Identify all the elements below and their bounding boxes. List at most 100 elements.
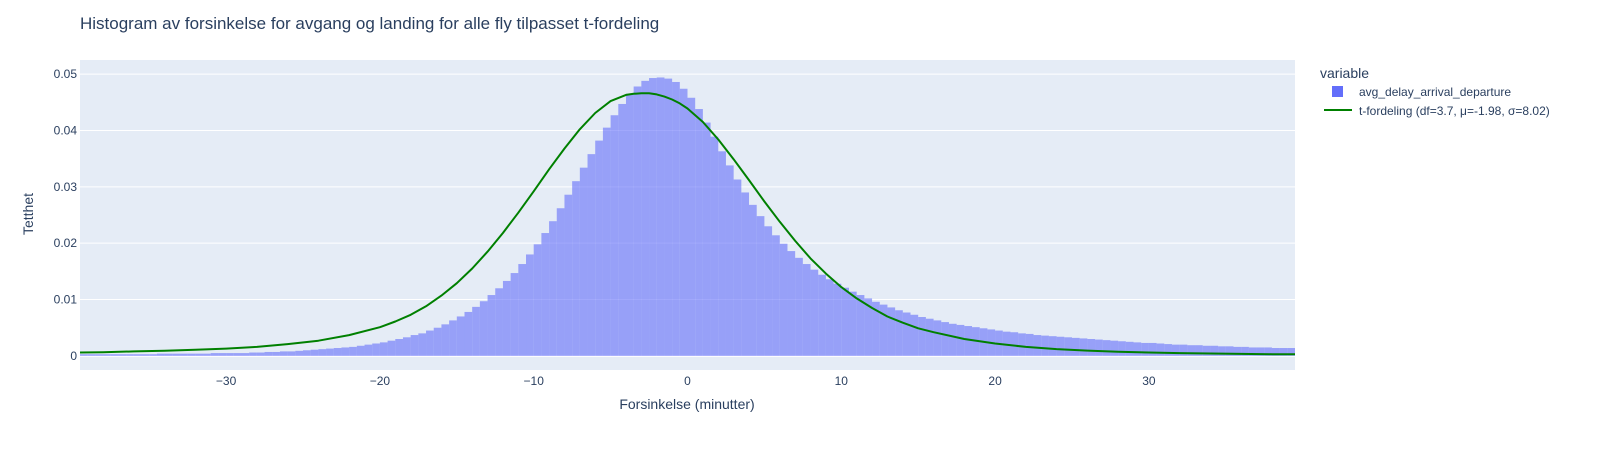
histogram-bar bbox=[256, 352, 265, 356]
histogram-bar bbox=[1210, 345, 1219, 356]
histogram-bar bbox=[1133, 342, 1142, 356]
histogram-bar bbox=[1233, 346, 1242, 356]
histogram-bar bbox=[326, 348, 334, 356]
histogram-bars bbox=[80, 77, 1295, 356]
histogram-bar bbox=[933, 320, 942, 356]
histogram-bar bbox=[87, 354, 96, 356]
histogram-bar bbox=[80, 354, 88, 356]
histogram-bar bbox=[1218, 346, 1226, 356]
histogram-bar bbox=[925, 318, 934, 356]
histogram-bar bbox=[1102, 340, 1111, 356]
histogram-bar bbox=[418, 333, 427, 356]
histogram-bar bbox=[602, 127, 611, 356]
histogram-bar bbox=[756, 216, 765, 356]
histogram-bar bbox=[679, 88, 688, 356]
histogram-bar bbox=[179, 353, 188, 356]
histogram-bar bbox=[356, 345, 365, 356]
histogram-bar bbox=[879, 304, 888, 356]
histogram-bar bbox=[1287, 348, 1295, 356]
histogram-bar bbox=[395, 339, 403, 356]
histogram-bar bbox=[702, 122, 711, 356]
histogram-bar bbox=[203, 353, 211, 356]
y-tick-label: 0.03 bbox=[54, 180, 78, 194]
histogram-bar bbox=[502, 280, 511, 356]
histogram-bar bbox=[1125, 341, 1134, 356]
histogram-bar bbox=[549, 221, 557, 356]
histogram-bar bbox=[472, 306, 480, 356]
histogram-bar bbox=[1064, 337, 1072, 356]
histogram-bar bbox=[1141, 342, 1149, 356]
histogram-bar bbox=[818, 274, 826, 356]
histogram-bar bbox=[872, 301, 880, 356]
histogram-bar bbox=[126, 354, 134, 356]
histogram-bar bbox=[802, 264, 811, 356]
histogram-bar bbox=[372, 343, 380, 356]
legend: variable avg_delay_arrival_departure t-f… bbox=[1320, 65, 1550, 118]
histogram-bar bbox=[303, 350, 311, 356]
y-tick-label: 0.01 bbox=[54, 293, 78, 307]
legend-swatch-histogram bbox=[1332, 86, 1343, 97]
histogram-bar bbox=[495, 288, 503, 356]
histogram-bar bbox=[1087, 339, 1096, 356]
histogram-bar bbox=[625, 93, 634, 356]
histogram-bar bbox=[149, 354, 157, 356]
histogram-bar bbox=[1118, 341, 1126, 356]
histogram-bar bbox=[964, 326, 973, 356]
histogram-bar bbox=[833, 283, 842, 356]
histogram-bar bbox=[195, 353, 204, 356]
histogram-bar bbox=[1279, 348, 1288, 356]
histogram-bar bbox=[233, 353, 242, 356]
legend-title: variable bbox=[1320, 65, 1369, 81]
histogram-bar bbox=[379, 342, 388, 356]
histogram-bar bbox=[1056, 336, 1065, 356]
legend-item-t-distribution[interactable]: t-fordeling (df=3.7, μ=-1.98, σ=8.02) bbox=[1324, 104, 1550, 118]
histogram-bar bbox=[564, 194, 573, 356]
histogram-bar bbox=[579, 167, 588, 356]
histogram-bar bbox=[433, 327, 442, 356]
histogram-bar bbox=[1079, 338, 1088, 356]
histogram-bar bbox=[841, 287, 849, 356]
histogram-bar bbox=[341, 347, 350, 356]
legend-label-t-distribution: t-fordeling (df=3.7, μ=-1.98, σ=8.02) bbox=[1359, 104, 1550, 118]
histogram-bar bbox=[956, 324, 965, 356]
t-distribution-curve bbox=[79, 92, 1296, 356]
histogram-bar bbox=[741, 192, 750, 356]
legend-item-histogram[interactable]: avg_delay_arrival_departure bbox=[1332, 85, 1511, 99]
histogram-bar bbox=[210, 353, 219, 356]
histogram-bar bbox=[287, 351, 296, 356]
histogram-bar bbox=[349, 346, 357, 356]
legend-label-histogram: avg_delay_arrival_departure bbox=[1359, 85, 1511, 99]
histogram-bar bbox=[487, 295, 496, 356]
histogram-bar bbox=[1164, 344, 1172, 356]
x-axis-ticks: −30 −20 −10 0 10 20 30 bbox=[216, 374, 1156, 388]
histogram-bar bbox=[172, 353, 180, 356]
x-tick-label: −20 bbox=[370, 374, 391, 388]
histogram-bar bbox=[656, 77, 665, 356]
histogram-bar bbox=[733, 179, 742, 356]
x-tick-label: −30 bbox=[216, 374, 237, 388]
histogram-bar bbox=[1048, 336, 1057, 356]
histogram-bar bbox=[387, 340, 396, 356]
histogram-bar bbox=[556, 208, 565, 356]
histogram-bar bbox=[948, 323, 957, 356]
histogram-bar bbox=[241, 353, 250, 356]
histogram-bar bbox=[572, 181, 580, 356]
t-distribution-line bbox=[79, 92, 1296, 356]
histogram-bar bbox=[941, 322, 949, 356]
histogram-bar bbox=[333, 348, 342, 356]
histogram-bar bbox=[649, 78, 657, 356]
histogram-bar bbox=[1256, 347, 1265, 356]
histogram-bar bbox=[1156, 343, 1165, 356]
histogram-bar bbox=[249, 352, 257, 356]
x-tick-label: 20 bbox=[988, 374, 1002, 388]
histogram-bar bbox=[795, 257, 803, 356]
histogram-bar bbox=[218, 353, 227, 356]
histogram-bar bbox=[848, 291, 857, 356]
histogram-bar bbox=[272, 351, 280, 356]
histogram-bar bbox=[449, 320, 457, 356]
histogram-bar bbox=[479, 301, 488, 356]
histogram-bar bbox=[141, 354, 150, 356]
histogram-bar bbox=[518, 264, 527, 356]
histogram-bar bbox=[1241, 346, 1249, 356]
histogram-bar bbox=[1195, 345, 1203, 356]
